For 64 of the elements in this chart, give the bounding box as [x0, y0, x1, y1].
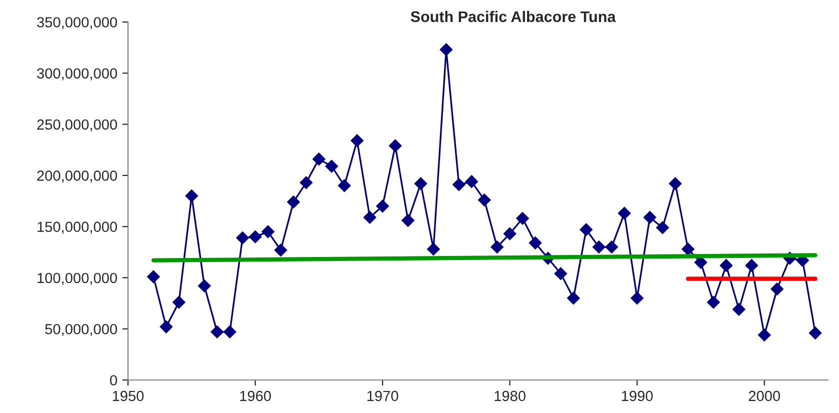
point — [147, 270, 160, 284]
point — [770, 282, 784, 296]
point — [656, 221, 669, 234]
point — [198, 279, 211, 292]
x-tick-label: 1970 — [367, 390, 398, 402]
point — [618, 206, 631, 220]
x-tick-label: 1950 — [112, 390, 144, 402]
point — [528, 236, 542, 250]
point — [287, 196, 300, 208]
point — [554, 267, 568, 280]
point — [808, 326, 822, 340]
point — [236, 231, 249, 244]
point — [388, 139, 402, 152]
y-tick-label: 150,000,000 — [38, 222, 118, 234]
point — [605, 240, 618, 254]
point — [427, 242, 440, 256]
point — [440, 43, 453, 56]
point — [707, 296, 720, 309]
point — [630, 292, 644, 305]
point — [312, 152, 326, 166]
y-tick-label: 200,000,000 — [37, 170, 118, 183]
point — [720, 259, 733, 272]
point — [223, 326, 236, 338]
point — [490, 240, 504, 254]
point — [592, 240, 606, 254]
point — [643, 210, 656, 224]
point — [567, 292, 580, 305]
point — [185, 189, 198, 202]
point — [682, 242, 694, 256]
y-tick-label: 300,000,000 — [37, 68, 118, 80]
point — [478, 194, 491, 206]
point — [465, 175, 478, 188]
point — [516, 212, 529, 225]
x-tick-label: 2000 — [748, 390, 780, 402]
point — [376, 200, 389, 213]
point — [160, 320, 173, 334]
point — [732, 303, 746, 316]
point — [402, 214, 414, 227]
chart-title: South Pacific Albacore Tuna — [410, 10, 616, 22]
x-tick-label: 1980 — [494, 390, 526, 402]
point — [210, 326, 224, 338]
point — [503, 227, 516, 240]
point — [338, 179, 351, 192]
point — [758, 328, 771, 342]
point — [745, 259, 758, 272]
point — [300, 176, 313, 189]
point — [350, 134, 364, 148]
point — [452, 178, 466, 192]
point — [172, 296, 186, 309]
point — [580, 223, 593, 236]
point — [363, 210, 376, 224]
x-tick-label: 1990 — [622, 390, 653, 402]
point — [668, 177, 682, 190]
y-tick-label: 0 — [110, 375, 118, 386]
y-tick-label: 100,000,000 — [38, 272, 118, 285]
point — [248, 230, 262, 244]
point — [262, 225, 274, 238]
point — [325, 160, 338, 173]
point — [274, 244, 288, 257]
y-tick-label: 250,000,000 — [37, 119, 118, 132]
point — [414, 177, 428, 190]
y-tick-label: 350,000,000 — [37, 17, 118, 30]
y-tick-label: 50,000,000 — [45, 324, 118, 336]
x-tick-label: 1960 — [240, 390, 271, 402]
